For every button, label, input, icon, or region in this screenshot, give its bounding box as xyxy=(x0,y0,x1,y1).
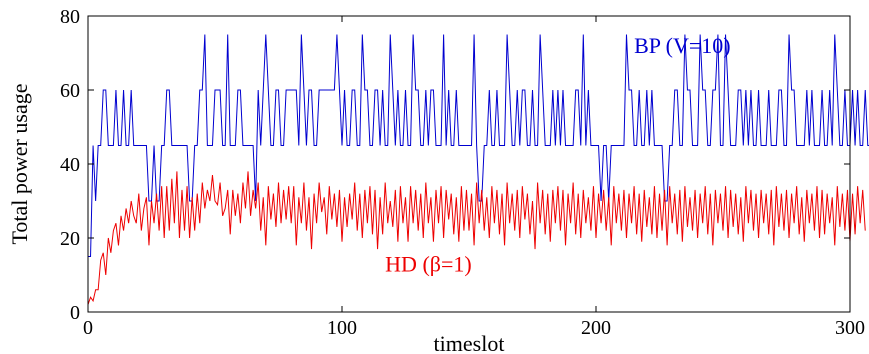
series-label-bp: BP (V=10) xyxy=(634,33,731,58)
series-line-bp xyxy=(88,34,869,257)
series-label-hd: HD (β=1) xyxy=(385,251,472,276)
y-tick-label: 40 xyxy=(60,154,80,176)
y-axis-label: Total power usage xyxy=(7,84,32,245)
x-tick-label: 200 xyxy=(581,317,611,339)
tick-layer: 0 100 200 300 0 20 40 60 80 xyxy=(60,6,865,339)
y-tick-label: 0 xyxy=(70,302,80,324)
y-tick-label: 60 xyxy=(60,80,80,102)
x-tick-label: 0 xyxy=(83,317,93,339)
y-tick-label: 20 xyxy=(60,228,80,250)
x-axis-label: timeslot xyxy=(434,331,505,354)
y-tick-label: 80 xyxy=(60,6,80,28)
x-tick-label: 100 xyxy=(327,317,357,339)
x-tick-label: 300 xyxy=(835,317,865,339)
series-line-hd xyxy=(87,171,866,305)
series-layer xyxy=(87,34,869,305)
